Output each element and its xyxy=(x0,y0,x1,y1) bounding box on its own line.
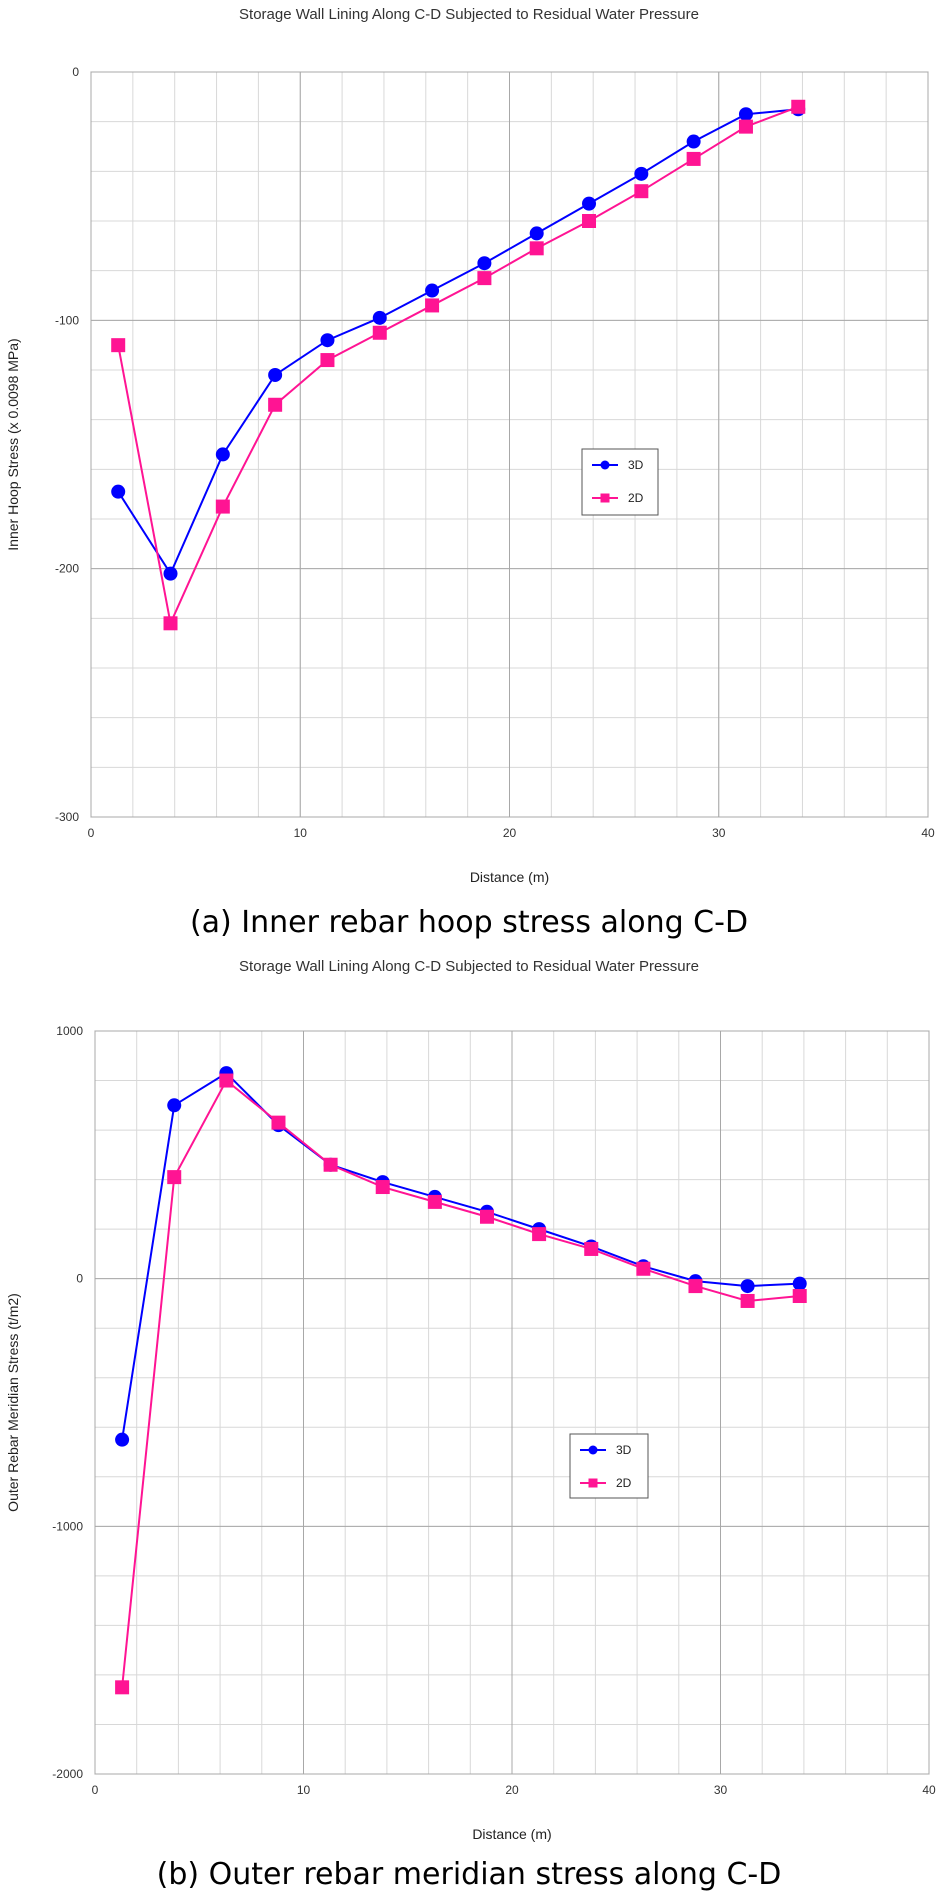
x-tick-label: 40 xyxy=(922,1783,936,1797)
chart-b-svg: 0 10 20 30 40 1000 0 -1000 -2000 Distance (m) Oute… xyxy=(5,1024,936,1842)
data-point-2D xyxy=(634,184,649,199)
legend-box xyxy=(569,1433,649,1499)
x-tick-label: 20 xyxy=(503,826,517,840)
data-point-3D xyxy=(115,1432,130,1447)
data-point-3D xyxy=(163,566,178,581)
series-2D xyxy=(115,1073,807,1695)
data-point-2D xyxy=(268,397,283,412)
data-point-2D xyxy=(582,214,597,228)
data-point-3D xyxy=(634,166,649,181)
data-point-2D xyxy=(584,1241,599,1256)
data-point-2D xyxy=(425,298,440,313)
data-point-3D xyxy=(425,283,440,298)
major-grid xyxy=(94,1030,930,1775)
y-tick-label: 0 xyxy=(72,65,79,79)
series-3D xyxy=(111,102,806,581)
y-axis-title: Inner Hoop Stress (x 0.0098 MPa) xyxy=(5,338,21,550)
data-point-2D xyxy=(686,151,701,166)
data-point-2D xyxy=(791,99,806,114)
x-tick-label: 40 xyxy=(921,826,935,840)
legend: 3D 2D xyxy=(581,448,659,516)
x-tick-label: 0 xyxy=(92,1783,99,1797)
series-line-3D xyxy=(117,108,799,576)
data-point-2D xyxy=(115,1680,130,1695)
data-point-2D xyxy=(215,499,230,514)
series-2D xyxy=(111,99,806,631)
chart-title: Storage Wall Lining Along C-D Subjected … xyxy=(239,6,699,23)
data-point-2D xyxy=(163,616,178,631)
data-point-2D xyxy=(167,1170,182,1185)
data-point-2D xyxy=(219,1073,234,1088)
data-point-3D xyxy=(268,367,283,382)
x-tick-label: 30 xyxy=(712,826,726,840)
legend-label-3D: 3D xyxy=(628,458,644,472)
data-point-2D xyxy=(375,1180,390,1195)
legend-marker-3D xyxy=(600,460,610,470)
data-point-2D xyxy=(372,325,387,340)
chart-a-svg: 0 10 20 30 40 0 -100 -200 -300 Distance (m) Inner … xyxy=(5,65,935,885)
x-tick-label: 10 xyxy=(297,1783,311,1797)
data-point-2D xyxy=(792,1289,807,1304)
data-point-3D xyxy=(320,333,335,348)
legend: 3D 2D xyxy=(569,1433,649,1499)
legend-marker-2D xyxy=(588,1478,598,1488)
x-tick-label: 10 xyxy=(294,826,308,840)
data-point-2D xyxy=(738,119,753,134)
series-line-2D xyxy=(121,1078,800,1688)
series-line-2D xyxy=(117,105,799,627)
data-point-2D xyxy=(479,1209,494,1224)
caption-b: (b) Outer rebar meridian stress along C-… xyxy=(156,1857,782,1892)
data-point-3D xyxy=(738,107,753,122)
data-point-2D xyxy=(688,1279,703,1294)
y-tick-label: -1000 xyxy=(52,1519,83,1533)
y-axis-title: Outer Rebar Meridian Stress (t/m2) xyxy=(5,1293,21,1512)
x-tick-label: 20 xyxy=(505,1783,519,1797)
data-point-2D xyxy=(532,1227,547,1242)
data-point-3D xyxy=(582,196,597,211)
chart-title: Storage Wall Lining Along C-D Subjected … xyxy=(239,958,699,975)
caption-a: (a) Inner rebar hoop stress along C-D xyxy=(189,905,749,940)
legend-label-2D: 2D xyxy=(616,1476,632,1490)
data-point-2D xyxy=(323,1157,338,1172)
y-tick-label: -2000 xyxy=(52,1767,83,1781)
data-point-3D xyxy=(167,1098,182,1113)
data-point-2D xyxy=(320,353,335,368)
x-axis-title: Distance (m) xyxy=(472,1826,551,1842)
data-point-2D xyxy=(477,271,492,286)
chart-panel-b: Storage Wall Lining Along C-D Subjected … xyxy=(0,950,938,1902)
y-tick-label: -300 xyxy=(55,810,79,824)
data-point-2D xyxy=(271,1115,286,1130)
data-point-3D xyxy=(477,256,492,271)
y-tick-label: -100 xyxy=(55,313,79,327)
data-point-2D xyxy=(636,1261,651,1276)
data-point-3D xyxy=(686,134,701,149)
x-axis-title: Distance (m) xyxy=(470,869,549,885)
data-point-2D xyxy=(111,338,126,353)
y-tick-label: 0 xyxy=(76,1272,83,1286)
legend-marker-2D xyxy=(600,493,610,503)
series-line-3D xyxy=(121,1071,800,1440)
data-point-2D xyxy=(740,1293,755,1308)
legend-label-2D: 2D xyxy=(628,491,644,505)
legend-box xyxy=(581,448,659,516)
data-point-2D xyxy=(427,1194,442,1209)
major-grid xyxy=(90,71,929,818)
chart-panel-a: Storage Wall Lining Along C-D Subjected … xyxy=(0,0,938,950)
x-tick-label: 30 xyxy=(714,1783,728,1797)
data-point-3D xyxy=(215,447,230,462)
data-point-3D xyxy=(111,484,126,499)
legend-label-3D: 3D xyxy=(616,1443,632,1457)
data-point-2D xyxy=(529,241,544,256)
data-point-3D xyxy=(529,226,544,241)
x-tick-label: 0 xyxy=(88,826,95,840)
data-point-3D xyxy=(792,1276,807,1291)
data-point-3D xyxy=(372,310,387,325)
legend-marker-3D xyxy=(588,1445,598,1455)
y-tick-label: 1000 xyxy=(56,1024,83,1038)
y-tick-label: -200 xyxy=(55,562,79,576)
data-point-3D xyxy=(740,1279,755,1294)
